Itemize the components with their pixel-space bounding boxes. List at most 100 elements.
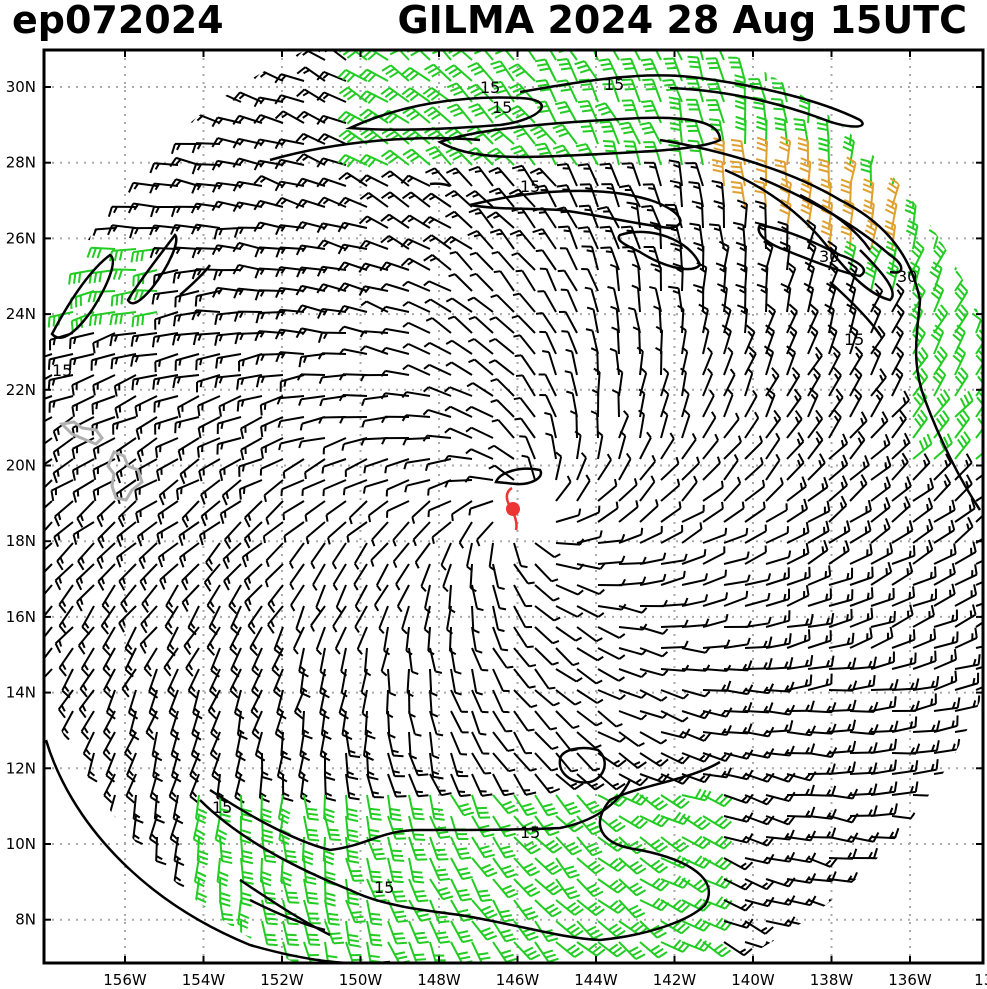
wind-barb (599, 225, 620, 250)
wind-barb (492, 689, 510, 714)
wind-barb (828, 699, 857, 712)
wind-barb (702, 456, 721, 481)
wind-barb (555, 451, 563, 481)
wind-barb (828, 520, 851, 544)
wind-barb (240, 857, 254, 885)
wind-barb (953, 240, 968, 271)
wind-barb (136, 437, 158, 463)
wind-barb (954, 672, 980, 691)
wind-barb (912, 566, 937, 586)
wind-barb (639, 121, 662, 145)
wind-barb (679, 325, 687, 355)
wind-barb (618, 556, 647, 565)
wind-barb (260, 437, 284, 459)
wind-barb (275, 224, 305, 236)
wind-barb (807, 857, 838, 868)
wind-barb (490, 294, 515, 313)
wind-barb (423, 341, 452, 355)
wind-barb (681, 409, 691, 439)
wind-barb (466, 83, 494, 103)
wind-barb (135, 500, 158, 524)
wind-barb (933, 583, 956, 607)
wind-barb (555, 508, 582, 523)
wind-barb (359, 192, 389, 208)
wind-barb (660, 710, 689, 723)
wind-barb (579, 120, 599, 145)
wind-barb (660, 456, 680, 481)
wind-barb (492, 794, 519, 815)
wind-barb (891, 303, 905, 334)
wind-barb (296, 66, 326, 82)
wind-barb (353, 563, 368, 591)
wind-barb (380, 327, 410, 335)
wind-barb (149, 182, 179, 194)
wind-barb (97, 521, 116, 549)
wind-barb (778, 136, 792, 166)
wind-barb (600, 246, 620, 271)
wind-barb (513, 794, 538, 817)
wind-barb (519, 435, 536, 460)
wind-barb (143, 647, 158, 677)
wind-barb (621, 162, 641, 187)
wind-barb (337, 243, 368, 255)
wind-barb (255, 374, 284, 388)
wind-barb (260, 794, 272, 824)
wind-barb (559, 247, 578, 271)
wind-barb (786, 566, 811, 586)
wind-barb (691, 200, 704, 229)
storm-time-title: GILMA 2024 28 Aug 15UTC (397, 0, 967, 42)
wind-barb (618, 689, 648, 699)
wind-barb (490, 399, 515, 418)
wind-barb (843, 240, 857, 271)
wind-barb (639, 731, 668, 745)
wind-barb (975, 552, 983, 565)
wind-barb (174, 353, 200, 371)
wind-barb (234, 773, 245, 804)
wind-barb (280, 857, 293, 887)
wind-barb (229, 668, 242, 699)
wind-barb (451, 500, 473, 522)
wind-barb (271, 647, 284, 678)
wind-barb (491, 250, 515, 271)
wind-barb (218, 458, 242, 481)
wind-barb (471, 836, 495, 859)
wind-barb (362, 479, 389, 494)
wind-barb (345, 773, 360, 801)
wind-barb (849, 566, 874, 586)
wind-barb (807, 387, 819, 418)
wind-barb (292, 626, 305, 655)
wind-barb (765, 409, 782, 439)
wind-barb (358, 174, 389, 187)
wind-barb (702, 546, 726, 565)
wind-barb (44, 563, 53, 582)
wind-barb (338, 172, 368, 187)
wind-barb (275, 351, 305, 363)
wind-barb (597, 478, 618, 502)
wind-barb (933, 499, 956, 523)
wind-barb (493, 270, 515, 292)
wind-barb (440, 542, 452, 571)
wind-barb (891, 586, 916, 607)
wind-barb (114, 395, 137, 419)
wind-barb (597, 773, 626, 791)
wind-barb (72, 479, 95, 503)
wind-barb (828, 719, 857, 733)
wind-barb (303, 878, 319, 905)
wind-barb (354, 584, 368, 613)
wind-barb (954, 695, 981, 712)
wind-barb (807, 430, 824, 460)
wind-barb (446, 103, 473, 124)
wind-barb (744, 435, 763, 460)
wind-barb (912, 740, 940, 754)
wind-barb (954, 584, 978, 607)
wind-barb (118, 563, 137, 591)
wind-barb (681, 573, 709, 586)
wind-barb (79, 668, 95, 698)
wind-barb (411, 500, 431, 524)
wind-barb (765, 503, 788, 523)
wind-barb (555, 626, 583, 642)
wind-barb (597, 731, 626, 743)
wind-barb (954, 304, 969, 334)
wind-barb (849, 587, 874, 607)
wind-barb (870, 803, 898, 817)
